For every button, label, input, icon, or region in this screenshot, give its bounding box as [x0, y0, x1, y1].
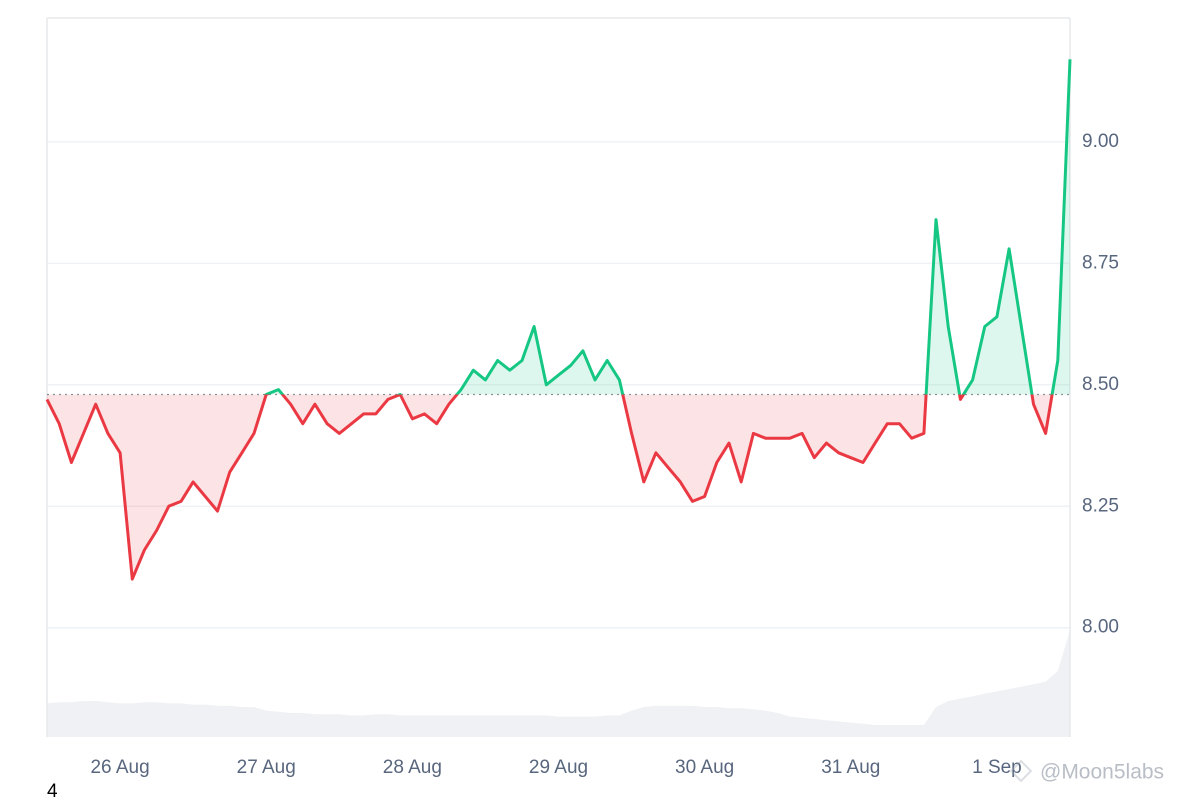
y-tick-label: 9.00 — [1082, 131, 1119, 152]
y-tick-label: 8.75 — [1082, 252, 1119, 273]
x-tick-label: 30 Aug — [675, 757, 734, 778]
x-tick-label: 31 Aug — [821, 757, 880, 778]
volume-layer — [47, 630, 1070, 737]
watermark: @Moon5labs — [1040, 761, 1164, 784]
price-area — [47, 59, 1070, 580]
x-tick-label: 29 Aug — [529, 757, 588, 778]
price-line — [45, 59, 1072, 581]
volume-area — [47, 630, 1070, 737]
footnote: 4 — [47, 781, 58, 800]
x-tick-label: 28 Aug — [383, 757, 442, 778]
x-tick-label: 1 Sep — [972, 757, 1022, 778]
y-tick-label: 8.25 — [1082, 495, 1119, 516]
text-layer: 8.00 8.25 8.50 8.75 9.00 26 Aug 27 Aug 28 Aug 29… — [90, 131, 1118, 778]
data-layer — [45, 59, 1072, 581]
y-tick-label: 8.00 — [1082, 617, 1119, 638]
x-tick-label: 27 Aug — [237, 757, 296, 778]
x-tick-label: 26 Aug — [90, 757, 149, 778]
y-tick-label: 8.50 — [1082, 374, 1119, 395]
watermark-icon — [1009, 759, 1033, 783]
